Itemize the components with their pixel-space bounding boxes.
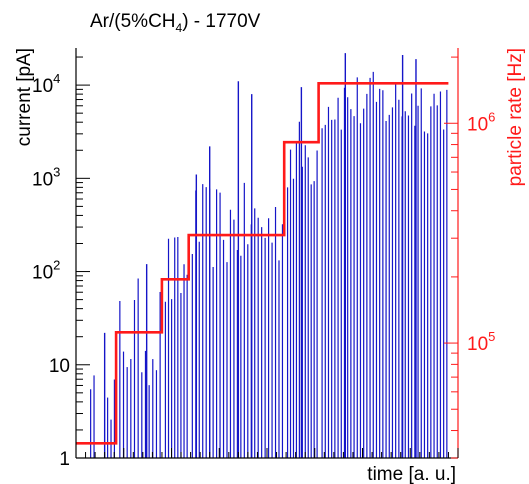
left-tick-label: 102 (32, 258, 60, 284)
y-axis-title-left: current [pA] (14, 48, 35, 146)
right-tick-label: 105 (467, 329, 495, 355)
y-axis-title-right: particle rate [Hz] (505, 48, 526, 186)
chart-title-subscript: 4 (176, 21, 183, 35)
particle-rate-series (76, 82, 449, 445)
left-axis-ticks: 1 10 102 103 104 (32, 56, 90, 470)
left-tick-label: 103 (32, 164, 60, 190)
left-tick-label: 104 (32, 71, 60, 97)
current-series (90, 53, 448, 458)
left-tick-label: 10 (49, 356, 70, 377)
right-tick-label: 106 (467, 109, 495, 135)
bottom-axis-ticks (75, 448, 459, 458)
chart-title: Ar/(5%CH4) - 1770V (90, 11, 261, 35)
left-tick-label: 1 (59, 449, 70, 470)
right-axis-ticks: 105 106 (444, 56, 495, 459)
x-axis-title: time [a. u.] (367, 464, 456, 484)
